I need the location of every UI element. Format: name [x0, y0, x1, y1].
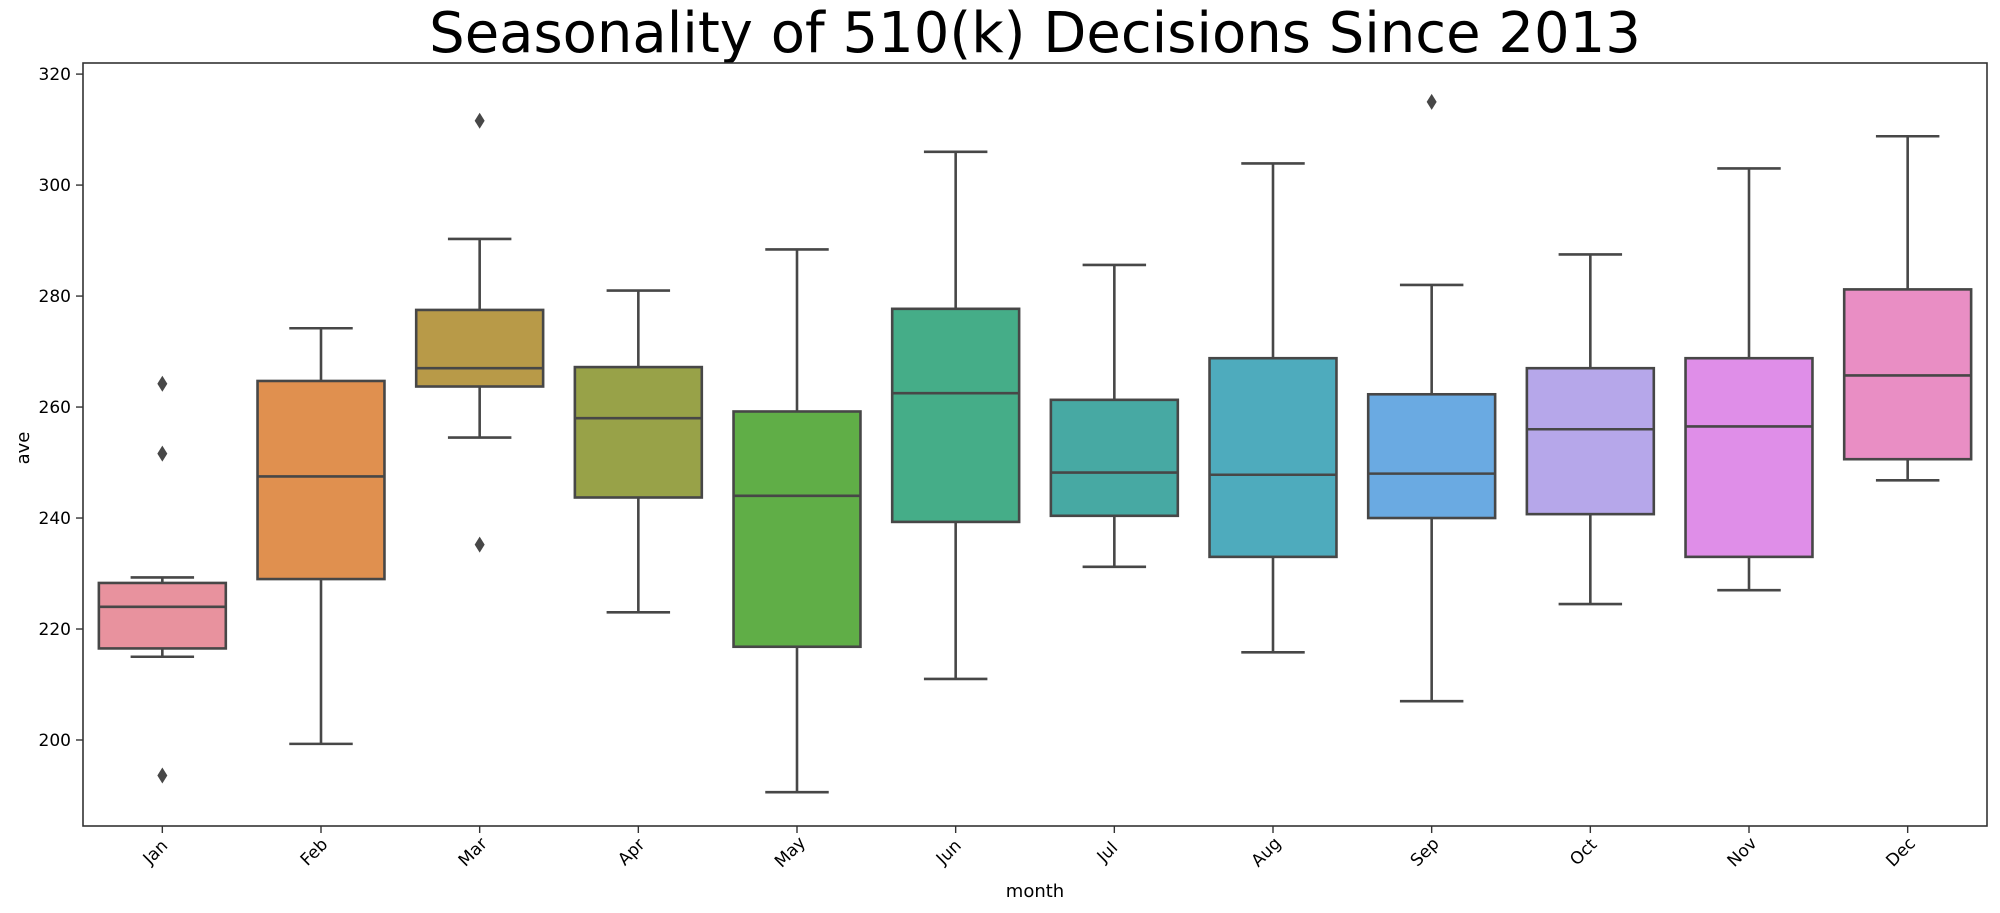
plot-area: 200 220 240 260 280 300 320 Jan Feb Mar Apr May Jun J… [39, 65, 1973, 872]
box-sep [1366, 392, 1497, 520]
plot-frame [82, 62, 1988, 827]
x-tick-label: Sep [1407, 834, 1444, 871]
x-tick-label: Aug [1248, 834, 1286, 872]
y-tick-label: 280 [39, 287, 71, 307]
y-tick-label: 260 [39, 398, 71, 418]
outlier-point [157, 375, 168, 392]
box-nov [1684, 356, 1814, 559]
x-tick-label: May [771, 833, 810, 872]
x-tick-label: Dec [1882, 834, 1919, 871]
outlier-point [1426, 93, 1437, 110]
x-tick-label: Jun [932, 836, 966, 870]
box-jun [890, 307, 1021, 524]
x-tick-label: Oct [1566, 835, 1601, 870]
box-oct [1525, 366, 1656, 516]
x-axis-label: month [1006, 881, 1064, 902]
y-tick-label: 300 [39, 176, 71, 196]
x-tick-label: Jan [139, 836, 172, 869]
x-tick-label: Nov [1724, 834, 1762, 872]
box-jan [97, 581, 228, 650]
box-feb [256, 379, 386, 581]
box-aug [1208, 356, 1338, 559]
y-axis-label: ave [13, 432, 34, 465]
box-apr [573, 365, 704, 499]
chart-title: Seasonality of 510(k) Decisions Since 20… [429, 1, 1641, 66]
box-mar [414, 308, 545, 388]
x-tick-label: Apr [614, 835, 649, 870]
outlier-point [474, 536, 485, 553]
y-tick-label: 320 [39, 65, 71, 85]
outlier-point [157, 445, 168, 462]
x-tick-label: Feb [297, 835, 332, 870]
outlier-point [474, 112, 485, 129]
y-tick-label: 240 [39, 509, 71, 529]
y-tick-label: 220 [39, 620, 71, 640]
x-tick-label: Jul [1093, 838, 1122, 867]
y-tick-label: 200 [39, 731, 71, 751]
x-tick-label: Mar [455, 834, 492, 871]
outlier-point [157, 767, 168, 784]
box-jul [1049, 398, 1180, 518]
box-may [732, 410, 862, 649]
